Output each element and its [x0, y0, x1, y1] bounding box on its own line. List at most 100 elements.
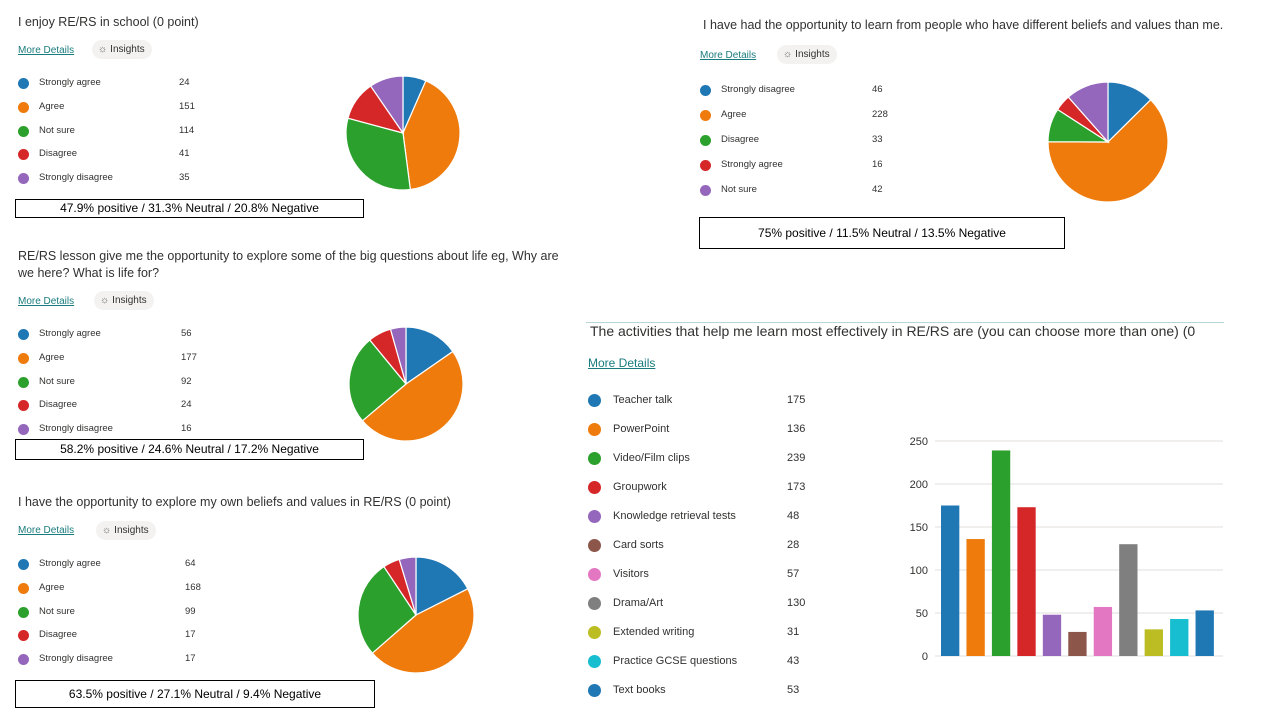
legend-count: 42 — [872, 184, 883, 195]
legend-label: Agree — [39, 351, 65, 363]
legend-label: Drama/Art — [613, 597, 664, 609]
legend-count: 16 — [872, 159, 883, 170]
pie-slice[interactable] — [357, 565, 417, 655]
question-title: I have had the opportunity to learn from… — [703, 18, 1224, 32]
insights-button[interactable]: ☼ Insights — [96, 521, 156, 540]
legend-swatch — [18, 352, 29, 364]
insights-label: Insights — [112, 295, 147, 306]
legend-item: Strongly agree 24 — [18, 76, 218, 100]
legend-count: 114 — [179, 124, 195, 136]
lightbulb-icon: ☼ — [102, 525, 112, 536]
legend-item: Agree 177 — [18, 351, 218, 375]
pie-slice[interactable] — [405, 326, 454, 386]
legend: Teacher talk 175 PowerPoint 136 Video/Film c… — [588, 393, 818, 712]
bar[interactable] — [1017, 507, 1036, 656]
pie-slice[interactable] — [371, 587, 475, 674]
pie-slice[interactable] — [361, 350, 464, 442]
legend-count: 228 — [872, 109, 888, 120]
pie-slice[interactable] — [1067, 81, 1109, 144]
legend-swatch — [700, 85, 711, 96]
legend-label: Agree — [721, 109, 747, 120]
legend-swatch — [18, 78, 29, 89]
legend-count: 17 — [185, 653, 196, 665]
legend-label: Strongly agree — [39, 77, 101, 88]
legend-swatch — [18, 559, 29, 570]
insights-button[interactable]: ☼ Insights — [94, 291, 154, 310]
pie-slice[interactable] — [1047, 98, 1169, 203]
legend-item: Video/Film clips 239 — [588, 451, 818, 480]
legend-count: 46 — [872, 84, 883, 95]
bar[interactable] — [1093, 606, 1113, 656]
y-tick-label: 250 — [910, 436, 928, 448]
legend-swatch — [18, 400, 29, 412]
legend-label: Disagree — [39, 399, 78, 411]
legend-label: Text books — [613, 684, 666, 696]
legend-label: Not sure — [39, 605, 75, 617]
legend-item: Disagree 33 — [700, 133, 910, 158]
legend-label: Visitors — [613, 568, 649, 580]
legend-label: Disagree — [721, 134, 760, 145]
legend-count: 173 — [787, 481, 806, 493]
legend-count: 24 — [179, 77, 190, 88]
legend-item: Agree 151 — [18, 100, 218, 124]
legend-count: 92 — [181, 375, 192, 387]
legend-label: Knowledge retrieval tests — [613, 510, 736, 522]
legend-count: 64 — [185, 558, 196, 569]
bar[interactable] — [1042, 614, 1062, 656]
pie-slice[interactable] — [345, 117, 412, 191]
legend-count: 31 — [787, 626, 800, 638]
summary-box: 75% positive / 11.5% Neutral / 13.5% Neg… — [699, 217, 1065, 249]
legend-count: 56 — [181, 328, 192, 339]
legend-count: 136 — [787, 423, 806, 435]
legend-label: Strongly disagree — [39, 423, 113, 435]
more-details-link[interactable]: More Details — [18, 296, 75, 307]
legend: Strongly agree 64 Agree 168 Not sure 99 Disagr… — [18, 557, 228, 676]
more-details-link[interactable]: More Details — [18, 525, 75, 536]
bar[interactable] — [991, 450, 1011, 656]
legend-swatch — [18, 173, 29, 185]
bar[interactable] — [1195, 610, 1214, 656]
pie-chart — [345, 75, 461, 191]
pie-slice[interactable] — [389, 326, 407, 385]
bar[interactable] — [1144, 629, 1163, 656]
legend-label: Disagree — [39, 629, 78, 641]
bar[interactable] — [1170, 619, 1189, 656]
legend-swatch — [700, 160, 711, 171]
bar[interactable] — [966, 539, 985, 656]
legend-label: Agree — [39, 581, 65, 593]
question-title: I have the opportunity to explore my own… — [18, 495, 451, 509]
legend-item: Agree 228 — [700, 108, 910, 133]
pie-slice[interactable] — [415, 556, 469, 616]
pie-slice[interactable] — [398, 556, 417, 616]
insights-label: Insights — [110, 44, 145, 55]
insights-button[interactable]: ☼ Insights — [777, 45, 837, 64]
insights-label: Insights — [795, 49, 830, 60]
legend-swatch — [18, 376, 29, 388]
legend-swatch — [588, 423, 601, 436]
bar[interactable] — [1068, 631, 1087, 656]
legend-item: Visitors 57 — [588, 567, 818, 596]
y-tick-label: 200 — [910, 479, 928, 491]
y-tick-label: 100 — [910, 565, 928, 577]
more-details-link[interactable]: More Details — [18, 45, 75, 56]
legend-item: Strongly disagree 16 — [18, 422, 218, 446]
pie-slice[interactable] — [348, 339, 407, 422]
pie-slice[interactable] — [402, 80, 461, 191]
bar[interactable] — [941, 505, 960, 657]
legend-item: Strongly disagree 46 — [700, 83, 910, 108]
more-details-link[interactable]: More Details — [700, 50, 757, 61]
legend-label: Strongly disagree — [721, 84, 795, 95]
legend-item: Not sure 114 — [18, 124, 218, 148]
pie-chart — [1047, 81, 1169, 203]
legend-label: Strongly disagree — [39, 653, 113, 665]
pie-slice[interactable] — [369, 75, 404, 135]
legend: Strongly disagree 46 Agree 228 Disagree 33 Str… — [700, 83, 910, 208]
legend-count: 28 — [787, 539, 800, 551]
insights-label: Insights — [114, 525, 149, 536]
bar[interactable] — [1119, 544, 1138, 656]
legend-label: Not sure — [721, 184, 757, 195]
lightbulb-icon: ☼ — [783, 49, 793, 60]
more-details-link[interactable]: More Details — [588, 356, 656, 370]
legend-item: Extended writing 31 — [588, 625, 818, 654]
insights-button[interactable]: ☼ Insights — [92, 40, 152, 59]
